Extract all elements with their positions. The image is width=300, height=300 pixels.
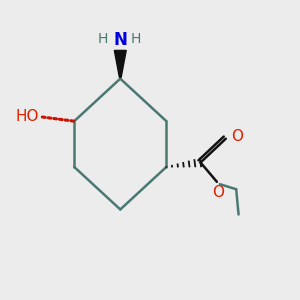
Text: O: O	[212, 185, 224, 200]
Text: O: O	[231, 129, 243, 144]
Text: N: N	[113, 31, 127, 49]
Text: H: H	[98, 32, 108, 46]
Text: H: H	[130, 32, 141, 46]
Text: HO: HO	[15, 109, 38, 124]
Polygon shape	[114, 50, 126, 77]
